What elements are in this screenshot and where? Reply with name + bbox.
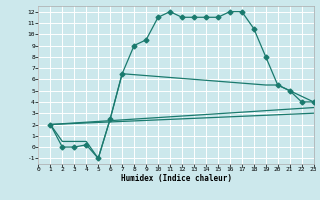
X-axis label: Humidex (Indice chaleur): Humidex (Indice chaleur) <box>121 174 231 183</box>
